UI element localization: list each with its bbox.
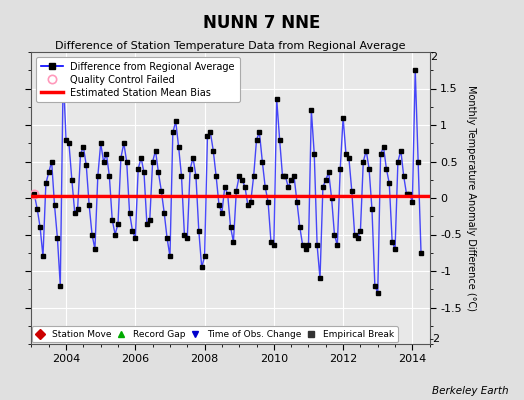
Text: 2: 2 [430,52,437,62]
Text: -2: -2 [430,334,441,344]
Y-axis label: Monthly Temperature Anomaly Difference (°C): Monthly Temperature Anomaly Difference (… [466,85,476,311]
Legend: Station Move, Record Gap, Time of Obs. Change, Empirical Break: Station Move, Record Gap, Time of Obs. C… [31,326,398,342]
Text: Berkeley Earth: Berkeley Earth [432,386,508,396]
Title: Difference of Station Temperature Data from Regional Average: Difference of Station Temperature Data f… [56,41,406,51]
Text: NUNN 7 NNE: NUNN 7 NNE [203,14,321,32]
